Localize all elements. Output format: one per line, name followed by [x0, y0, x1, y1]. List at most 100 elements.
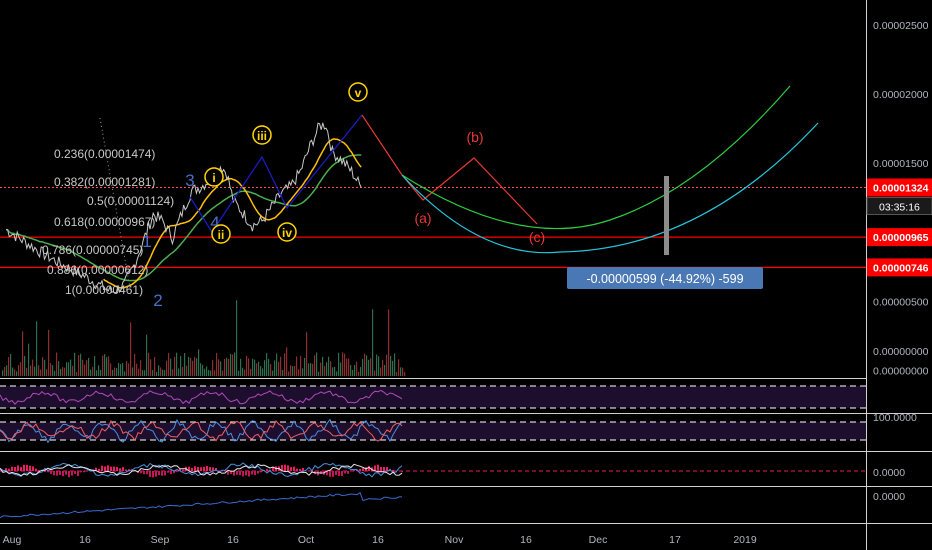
macd-histogram-bar — [122, 467, 124, 471]
macd-histogram-bar — [254, 471, 256, 476]
volume-bar — [324, 366, 326, 376]
fibonacci-label: 1(0.00000461) — [65, 283, 143, 297]
level-tag — [867, 228, 932, 247]
macd-histogram-bar — [206, 465, 208, 471]
volume-bar — [364, 353, 366, 376]
macd-histogram-bar — [161, 471, 163, 476]
volume-bar — [350, 365, 352, 376]
volume-bar — [286, 347, 288, 376]
volume-bar — [156, 371, 158, 376]
volume-bar — [158, 365, 160, 376]
volume-bar — [242, 367, 244, 376]
price-tick-label: 0.00000500 — [873, 296, 929, 308]
volume-bar — [114, 367, 116, 376]
macd-histogram-bar — [50, 471, 52, 474]
volume-bar — [374, 370, 376, 376]
volume-bar — [150, 359, 152, 376]
price-axis: 0.00002500 0.00002000 0.00001500 0.00000500… — [866, 20, 932, 503]
volume-bar — [230, 353, 232, 376]
macd-histogram-bar — [197, 466, 199, 471]
volume-bar — [200, 363, 202, 376]
time-tick-label: Nov — [445, 534, 464, 546]
macd-histogram-bar — [344, 471, 346, 474]
macd-histogram-bar — [347, 471, 349, 474]
fibonacci-label: 0.886(0.00000612) — [47, 263, 148, 277]
volume-bar — [212, 360, 214, 376]
macd-histogram-bar — [299, 468, 301, 471]
volume-bar — [196, 358, 198, 376]
volume-bar — [50, 363, 52, 376]
volume-bar — [210, 370, 212, 376]
volume-bar — [72, 365, 74, 376]
volume-bar — [398, 359, 400, 376]
level-tag — [867, 258, 932, 277]
macd-histogram-bar — [71, 471, 73, 476]
macd-histogram-bar — [320, 471, 322, 474]
indicator-tick-label: 100.0000 — [873, 412, 917, 424]
macd-histogram-bar — [200, 467, 202, 471]
macd-histogram-bar — [308, 471, 310, 472]
wave-label-circle — [277, 222, 297, 242]
macd-histogram-bar — [170, 471, 172, 475]
volume-bar — [132, 367, 134, 376]
volume-bar — [136, 363, 138, 376]
volume-bar — [304, 357, 306, 376]
wave-label-circle — [204, 167, 224, 187]
volume-bar — [108, 356, 110, 376]
fibonacci-labels: 0.236(0.00001474) 0.382(0.00001281) 0.5(0.… — [42, 147, 174, 297]
macd-histogram-bar — [221, 471, 223, 472]
macd-histogram-bar — [329, 471, 331, 477]
macd-signal-line — [0, 463, 403, 477]
volume-bar — [248, 358, 250, 376]
volume-bar — [110, 363, 112, 376]
volume-bar — [300, 356, 302, 376]
macd-histogram-bar — [239, 471, 241, 476]
volume-bar — [98, 365, 100, 376]
wave-label-major: 2 — [153, 291, 162, 310]
macd-histogram-bar — [83, 471, 85, 473]
wave-label-minor: i — [212, 171, 215, 185]
volume-bar — [340, 362, 342, 376]
macd-histogram-bar — [176, 471, 178, 472]
volume-bar — [338, 352, 340, 376]
volume-bar — [288, 371, 290, 376]
volume-bar — [92, 366, 94, 376]
volume-bar — [48, 329, 50, 376]
measure-bar — [664, 176, 669, 255]
volume-bar — [38, 365, 40, 376]
volume-bar — [334, 366, 336, 376]
volume-bar — [280, 356, 282, 376]
macd-histogram-bar — [146, 471, 148, 475]
wave-label-major: 1 — [142, 232, 151, 251]
volume-bar — [262, 368, 264, 376]
last-price-text: 0.00001324 — [873, 182, 929, 194]
volume-bar — [52, 365, 54, 376]
macd-histogram-bar — [209, 467, 211, 471]
macd-histogram-bar — [95, 467, 97, 471]
macd-histogram-bar — [29, 465, 31, 471]
volume-bar — [190, 357, 192, 376]
macd-histogram-bar — [23, 464, 25, 471]
volume-bar — [330, 361, 332, 376]
indicator-tick-label: 0.0000 — [873, 491, 905, 503]
projection-arc-green — [401, 85, 791, 230]
obv-line — [0, 491, 403, 519]
volume-bar — [274, 360, 276, 376]
volume-bar — [8, 357, 10, 376]
macd-histogram-bar — [53, 471, 55, 476]
volume-bar — [352, 369, 354, 376]
macd-histogram-bar — [107, 465, 109, 471]
volume-bar — [298, 369, 300, 376]
volume-bar — [116, 367, 118, 376]
volume-bar — [80, 353, 82, 376]
macd-histogram-bar — [26, 464, 28, 471]
macd-histogram-bar — [80, 471, 82, 473]
macd-histogram-bar — [245, 471, 247, 476]
macd-histogram-bar — [212, 467, 214, 471]
macd-histogram-bar — [386, 467, 388, 471]
volume-bar — [284, 353, 286, 376]
wave-label-minor: iii — [257, 129, 267, 143]
volume-bar — [322, 356, 324, 376]
macd-histogram-bar — [194, 466, 196, 471]
